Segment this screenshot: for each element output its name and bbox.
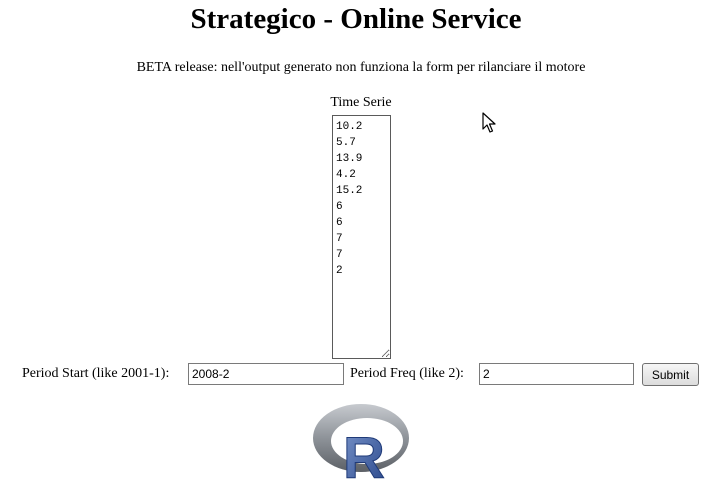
time-series-textarea[interactable] (332, 115, 391, 359)
page-title: Strategico - Online Service (190, 3, 522, 35)
r-logo-letter: R (343, 426, 385, 482)
submit-button[interactable]: Submit (642, 363, 699, 386)
beta-notice: BETA release: nell'output generato non f… (136, 60, 586, 75)
period-start-input[interactable] (188, 363, 344, 385)
mouse-cursor-icon (482, 112, 496, 133)
r-logo-icon: R (313, 404, 409, 482)
time-series-label: Time Serie (330, 95, 392, 110)
period-start-label: Period Start (like 2001-1): (22, 366, 170, 381)
period-freq-input[interactable] (479, 363, 634, 385)
r-logo-ring (313, 404, 409, 472)
period-freq-label: Period Freq (like 2): (350, 366, 464, 381)
